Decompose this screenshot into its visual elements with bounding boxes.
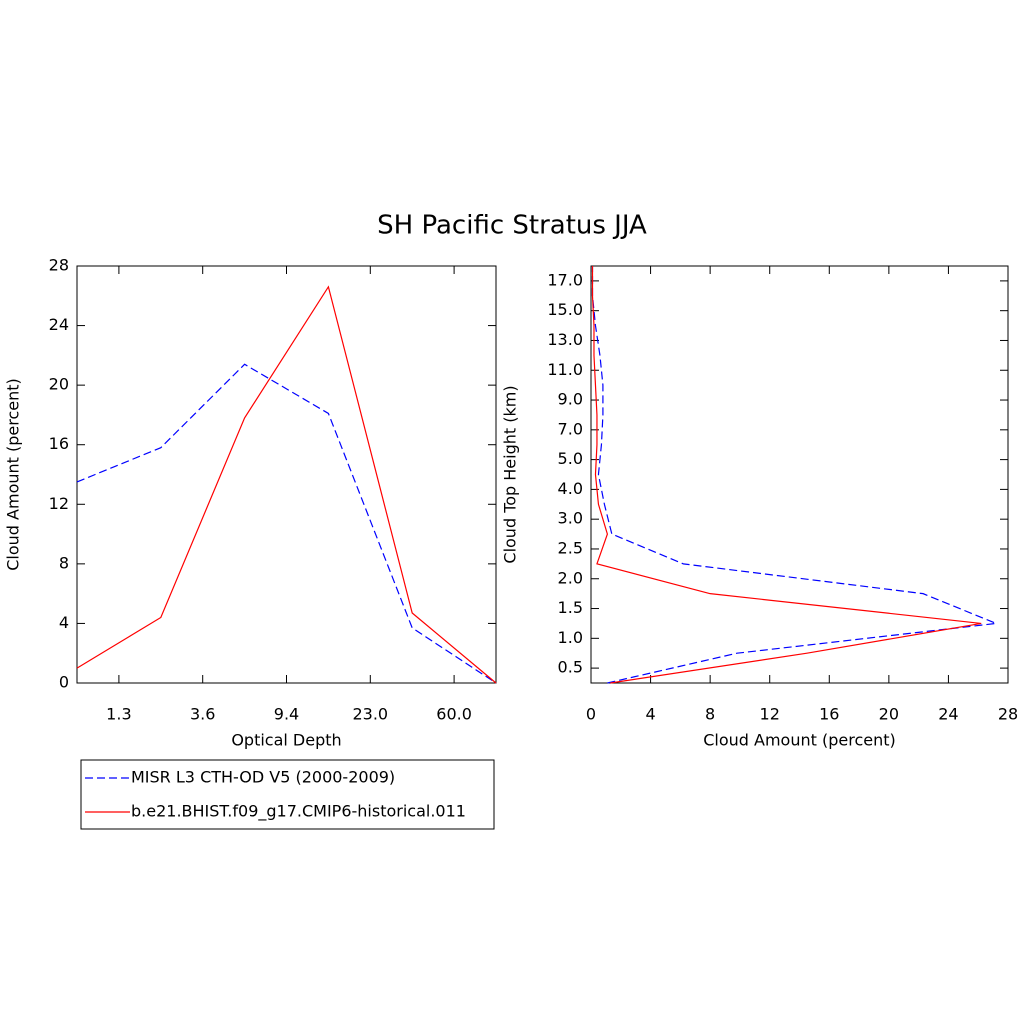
y-tick-label: 5.0 bbox=[558, 449, 583, 468]
y-tick-label: 1.0 bbox=[558, 628, 583, 647]
y-axis-label: Cloud Top Height (km) bbox=[501, 385, 520, 563]
y-tick-label: 0 bbox=[59, 673, 69, 692]
y-tick-label: 2.5 bbox=[558, 538, 583, 557]
y-tick-label: 3.0 bbox=[558, 509, 583, 528]
y-axis-label: Cloud Amount (percent) bbox=[4, 378, 23, 571]
y-tick-label: 4.0 bbox=[558, 479, 583, 498]
x-tick-label: 1.3 bbox=[106, 705, 131, 724]
series-line bbox=[76, 285, 497, 684]
y-tick-label: 13.0 bbox=[547, 330, 583, 349]
y-tick-label: 7.0 bbox=[558, 419, 583, 438]
figure-title: SH Pacific Stratus JJA bbox=[377, 211, 647, 241]
legend-label: MISR L3 CTH-OD V5 (2000-2009) bbox=[131, 768, 395, 787]
legend-label: b.e21.BHIST.f09_g17.CMIP6-historical.011 bbox=[131, 802, 466, 822]
x-tick-label: 9.4 bbox=[274, 705, 299, 724]
x-tick-label: 16 bbox=[819, 705, 839, 724]
y-tick-label: 8 bbox=[59, 553, 69, 572]
x-tick-label: 4 bbox=[645, 705, 655, 724]
y-tick-label: 28 bbox=[49, 256, 69, 275]
x-axis-label: Cloud Amount (percent) bbox=[703, 731, 896, 750]
plot-frame bbox=[590, 265, 1009, 684]
x-tick-label: 60.0 bbox=[436, 705, 472, 724]
y-tick-label: 2.0 bbox=[558, 568, 583, 587]
y-tick-label: 20 bbox=[49, 375, 69, 394]
y-tick-label: 11.0 bbox=[547, 360, 583, 379]
y-tick-label: 1.5 bbox=[558, 598, 583, 617]
series-line bbox=[76, 363, 497, 684]
x-axis-label: Optical Depth bbox=[231, 731, 341, 750]
x-tick-label: 20 bbox=[879, 705, 899, 724]
x-tick-label: 0 bbox=[586, 705, 596, 724]
y-tick-label: 9.0 bbox=[558, 390, 583, 409]
legend-box bbox=[80, 759, 495, 830]
x-tick-label: 8 bbox=[705, 705, 715, 724]
y-tick-label: 12 bbox=[49, 494, 69, 513]
y-tick-label: 24 bbox=[49, 315, 69, 334]
y-tick-label: 17.0 bbox=[547, 270, 583, 289]
x-tick-label: 3.6 bbox=[190, 705, 215, 724]
y-tick-label: 0.5 bbox=[558, 658, 583, 677]
x-tick-label: 24 bbox=[938, 705, 958, 724]
x-tick-label: 12 bbox=[760, 705, 780, 724]
y-tick-label: 16 bbox=[49, 434, 69, 453]
series-line bbox=[591, 266, 997, 684]
x-tick-label: 28 bbox=[998, 705, 1018, 724]
y-tick-label: 15.0 bbox=[547, 300, 583, 319]
y-tick-label: 4 bbox=[59, 613, 69, 632]
x-tick-label: 23.0 bbox=[352, 705, 388, 724]
series-line bbox=[591, 266, 982, 684]
